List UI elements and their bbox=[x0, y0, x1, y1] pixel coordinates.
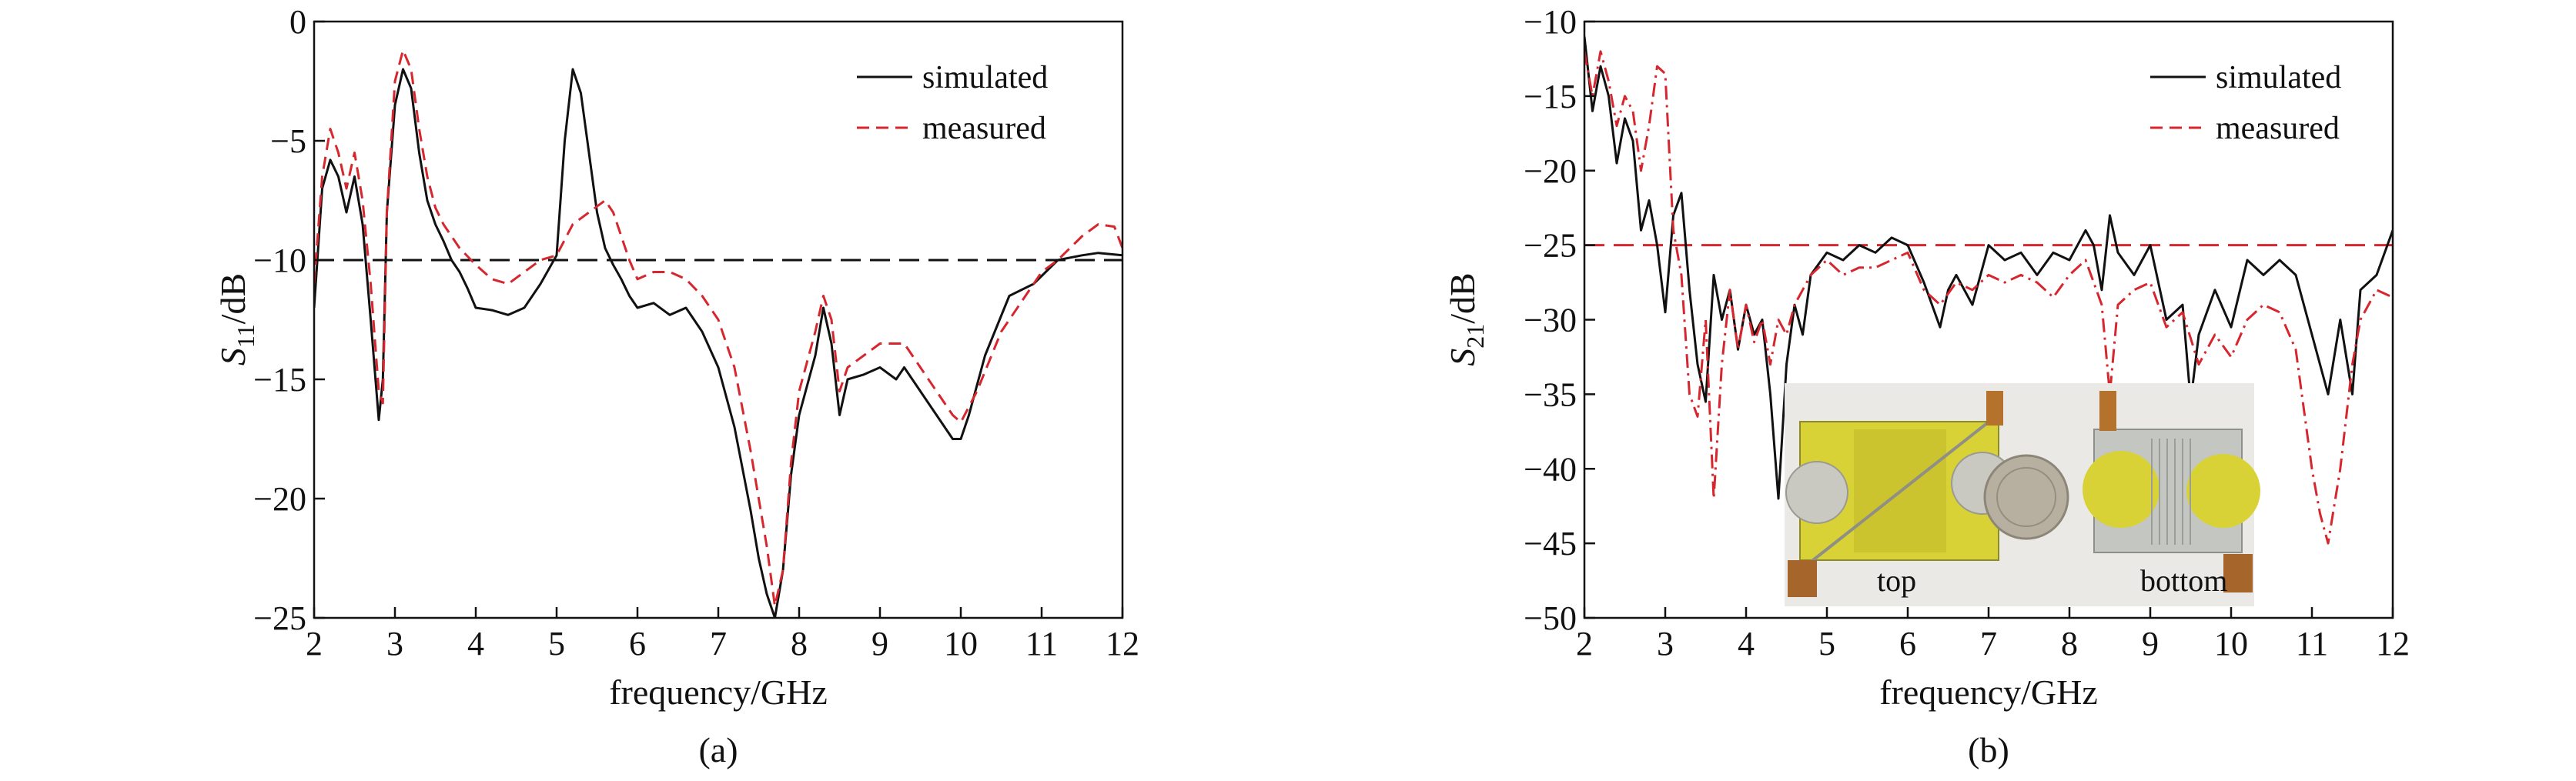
panel-a-x-tick-label: 9 bbox=[871, 625, 888, 663]
panel-a: 2 3 4 5 6 7 8 9 10 11 12 0 −5 −10 −15 −20 −25 frequency/… bbox=[213, 3, 1139, 769]
panel-a-series bbox=[314, 48, 1122, 618]
panel-b-ticks: 2 3 4 5 6 7 8 9 10 11 12 −10 −15 −20 −25 −30 −35 −40 −45 −5… bbox=[1524, 3, 2410, 663]
panel-b-y-tick-label: −15 bbox=[1524, 78, 1577, 115]
panel-a-ticks: 2 3 4 5 6 7 8 9 10 11 12 0 −5 −10 −15 −20 −25 bbox=[253, 3, 1139, 663]
panel-a-x-tick-label: 7 bbox=[710, 625, 727, 663]
panel-b-x-axis-label: frequency/GHz bbox=[1879, 673, 2098, 712]
panel-a-x-tick-label: 12 bbox=[1106, 625, 1139, 663]
photo-label-bottom: bottom bbox=[2140, 563, 2227, 598]
panel-a-y-tick-label: −10 bbox=[253, 242, 306, 279]
panel-b-x-tick-label: 11 bbox=[2296, 625, 2328, 663]
photo-board-top-connector-2 bbox=[1788, 560, 1817, 597]
panel-a-y-axis-label-sub: 11 bbox=[232, 324, 259, 348]
panel-a-x-tick-label: 2 bbox=[306, 625, 323, 663]
panel-b: top bottom 2 3 4 5 6 7 8 9 10 11 12 −10 −15 −20 −25 −30… bbox=[1443, 3, 2410, 769]
panel-a-legend-simulated-label: simulated bbox=[922, 60, 1048, 95]
panel-a-y-axis-label-unit: /dB bbox=[213, 273, 253, 324]
panel-b-x-tick-label: 2 bbox=[1576, 625, 1593, 663]
panel-a-x-axis-label: frequency/GHz bbox=[609, 673, 828, 712]
photo-board-bottom-fingers bbox=[2151, 439, 2191, 545]
panel-a-legend: simulated measured bbox=[857, 60, 1048, 146]
panel-b-y-axis-label-unit: /dB bbox=[1443, 272, 1482, 323]
panel-b-caption: (b) bbox=[1968, 730, 2009, 769]
photo-board-bottom-pad-right bbox=[2186, 454, 2260, 528]
panel-b-x-tick-label: 9 bbox=[2142, 625, 2159, 663]
panel-a-y-tick-label: 0 bbox=[289, 3, 306, 41]
panel-a-legend-measured-label: measured bbox=[922, 111, 1046, 146]
photo-board-bottom-connector-2 bbox=[2223, 554, 2253, 592]
panel-a-series-measured-line bbox=[314, 48, 1122, 607]
photo-board-top-pad-left bbox=[1785, 461, 1848, 524]
panel-b-y-tick-label: −20 bbox=[1524, 152, 1577, 190]
panel-a-y-axis-label: S11/dB bbox=[213, 273, 259, 365]
panel-a-y-tick-label: −20 bbox=[253, 480, 306, 518]
panel-b-y-tick-label: −50 bbox=[1524, 599, 1577, 637]
panel-b-y-tick-label: −45 bbox=[1524, 525, 1577, 562]
panel-b-x-tick-label: 7 bbox=[1980, 625, 1997, 663]
panel-b-y-tick-label: −10 bbox=[1524, 3, 1577, 41]
panel-b-x-tick-label: 3 bbox=[1657, 625, 1674, 663]
panel-a-x-tick-label: 3 bbox=[386, 625, 403, 663]
panel-a-x-tick-label: 5 bbox=[548, 625, 565, 663]
panel-b-series-simulated-line bbox=[1584, 36, 2393, 500]
panel-a-x-tick-label: 4 bbox=[467, 625, 484, 663]
panel-b-x-tick-label: 8 bbox=[2061, 625, 2078, 663]
filter-photo-inset: top bottom bbox=[1785, 383, 2260, 606]
photo-label-top: top bbox=[1877, 563, 1916, 598]
panel-b-series bbox=[1584, 36, 2393, 545]
panel-a-x-tick-label: 8 bbox=[791, 625, 808, 663]
panel-b-legend-measured-label: measured bbox=[2216, 111, 2340, 146]
panel-a-x-tick-label: 10 bbox=[944, 625, 978, 663]
panel-b-y-tick-label: −40 bbox=[1524, 450, 1577, 488]
panel-b-y-axis-label-sub: 21 bbox=[1461, 324, 1489, 349]
panel-a-caption: (a) bbox=[698, 730, 738, 769]
panel-b-y-axis-label-main: S bbox=[1443, 349, 1482, 366]
panel-b-x-tick-label: 4 bbox=[1738, 625, 1755, 663]
photo-board-bottom-connector-1 bbox=[2099, 391, 2116, 431]
panel-b-legend-simulated-label: simulated bbox=[2216, 60, 2341, 95]
panel-b-legend: simulated measured bbox=[2150, 60, 2341, 146]
panel-a-x-tick-label: 11 bbox=[1025, 625, 1058, 663]
panel-b-y-tick-label: −35 bbox=[1524, 375, 1577, 413]
panel-a-series-simulated-line bbox=[314, 68, 1122, 618]
panel-a-y-tick-label: −15 bbox=[253, 361, 306, 399]
panel-b-y-axis-label: S21/dB bbox=[1443, 272, 1489, 365]
panel-b-series-measured-line bbox=[1584, 50, 2393, 545]
panel-a-y-tick-label: −5 bbox=[270, 122, 306, 160]
photo-board-top-feedline bbox=[1805, 410, 2003, 567]
photo-board-bottom-pad-left bbox=[2083, 451, 2159, 528]
photo-coin-inner bbox=[1996, 467, 2056, 527]
panel-b-x-tick-label: 6 bbox=[1899, 625, 1916, 663]
panel-b-x-tick-label: 5 bbox=[1818, 625, 1835, 663]
photo-board-top-connector-1 bbox=[1986, 391, 2003, 426]
panel-b-x-tick-label: 12 bbox=[2376, 625, 2410, 663]
panel-a-y-tick-label: −25 bbox=[253, 599, 306, 637]
panel-b-y-tick-label: −30 bbox=[1524, 302, 1577, 339]
panel-a-x-tick-label: 6 bbox=[629, 625, 646, 663]
panel-b-y-tick-label: −25 bbox=[1524, 227, 1577, 265]
panel-b-x-tick-label: 10 bbox=[2214, 625, 2248, 663]
panel-a-y-axis-label-main: S bbox=[213, 348, 253, 365]
